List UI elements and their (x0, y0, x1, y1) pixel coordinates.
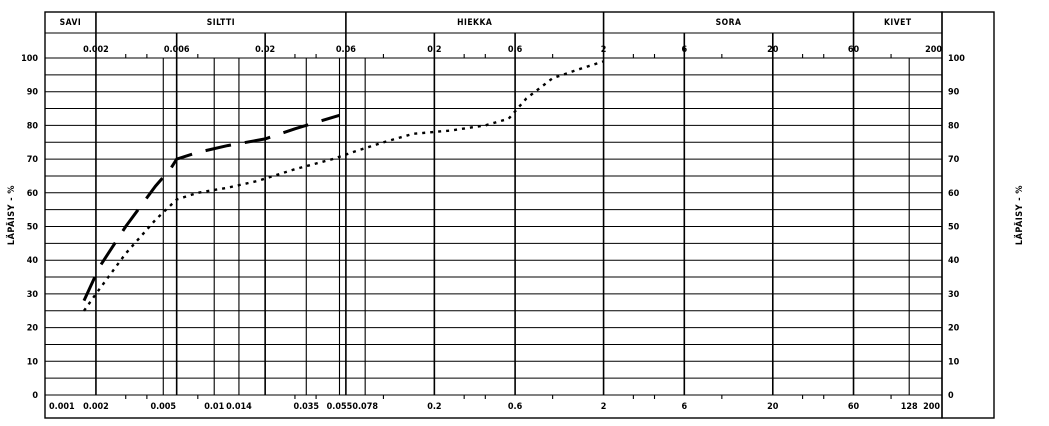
vertical-gridlines (95, 33, 910, 399)
bottom-x-tick-label: 0.035 (293, 402, 319, 412)
bottom-x-tick-label: 0.001 (49, 402, 75, 412)
zone-label: SORA (716, 18, 742, 28)
right-axis-frame (941, 11, 995, 419)
right-y-tick-label: 20 (948, 324, 960, 334)
right-y-tick-label: 30 (948, 290, 960, 300)
top-x-tick-label: 0.2 (427, 45, 441, 55)
bottom-x-tick-label: 0.2 (427, 402, 441, 412)
zone-label: KIVET (884, 18, 912, 28)
outer-frame (44, 11, 943, 419)
dashed-grading-curve (82, 113, 340, 302)
top-x-tick-label: 0.02 (255, 45, 275, 55)
bottom-x-tick-label: 2 (601, 402, 607, 412)
bottom-x-tick-label: 0.01 (204, 402, 224, 412)
bottom-x-tick-label: 0.6 (508, 402, 523, 412)
left-y-tick-label: 80 (27, 121, 39, 131)
top-x-tick-label: 200 (925, 45, 942, 55)
bottom-x-tick-label: 0.014 (226, 402, 252, 412)
top-x-tick-label: 0.06 (336, 45, 356, 55)
top-x-tick-label: 0.006 (164, 45, 190, 55)
right-y-tick-label: 60 (948, 189, 960, 199)
bottom-x-tick-label: 0.078 (352, 402, 378, 412)
right-y-axis-title: LÄPÄISY - % (1014, 185, 1025, 245)
bottom-x-tick-label: 0.055 (327, 402, 353, 412)
left-y-tick-label: 70 (27, 155, 39, 165)
right-y-tick-label: 80 (948, 121, 960, 131)
soil-zone-header: SAVI SILTTI HIEKKA SORA KIVET (45, 12, 942, 34)
right-y-tick-label: 10 (948, 357, 960, 367)
left-y-tick-label: 90 (27, 88, 39, 98)
zone-label: HIEKKA (457, 18, 492, 28)
top-x-tick-label: 2 (601, 45, 607, 55)
right-y-tick-label: 70 (948, 155, 960, 165)
left-y-tick-label: 0 (32, 391, 38, 401)
right-y-tick-label: 40 (948, 256, 960, 266)
right-y-tick-label: 0 (948, 391, 954, 401)
horizontal-gridlines (45, 57, 942, 396)
left-y-tick-label: 10 (27, 357, 39, 367)
left-y-tick-label: 50 (27, 223, 39, 233)
bottom-x-tick-label: 6 (681, 402, 687, 412)
top-x-tick-label: 20 (767, 45, 779, 55)
bottom-x-tick-label: 200 (923, 402, 940, 412)
top-x-tick-label: 60 (848, 45, 860, 55)
right-y-tick-label: 90 (948, 88, 960, 98)
bottom-x-tick-label: 0.002 (83, 402, 109, 412)
dotted-grading-curve (83, 60, 604, 312)
top-x-tick-label: 6 (681, 45, 687, 55)
zone-label: SAVI (60, 18, 82, 28)
zone-label: SILTTI (207, 18, 235, 28)
grading-curves (82, 60, 604, 312)
top-x-tick-label: 0.002 (83, 45, 109, 55)
right-y-tick-label: 100 (948, 54, 965, 64)
left-y-tick-label: 20 (27, 324, 39, 334)
left-y-tick-label: 30 (27, 290, 39, 300)
bottom-x-tick-label: 60 (848, 402, 860, 412)
left-y-axis-title: LÄPÄISY - % (6, 185, 17, 245)
bottom-x-tick-label: 0.005 (150, 402, 176, 412)
bottom-x-tick-label: 20 (767, 402, 779, 412)
right-y-tick-label: 50 (948, 223, 960, 233)
left-y-tick-label: 100 (21, 54, 38, 64)
bottom-x-tick-label: 128 (901, 402, 918, 412)
top-x-tick-label: 0.6 (508, 45, 523, 55)
left-y-tick-label: 40 (27, 256, 39, 266)
left-y-tick-label: 60 (27, 189, 39, 199)
